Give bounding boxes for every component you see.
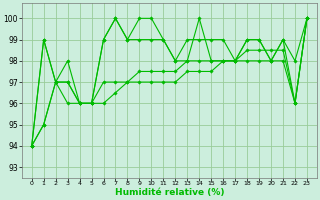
- X-axis label: Humidité relative (%): Humidité relative (%): [115, 188, 224, 197]
